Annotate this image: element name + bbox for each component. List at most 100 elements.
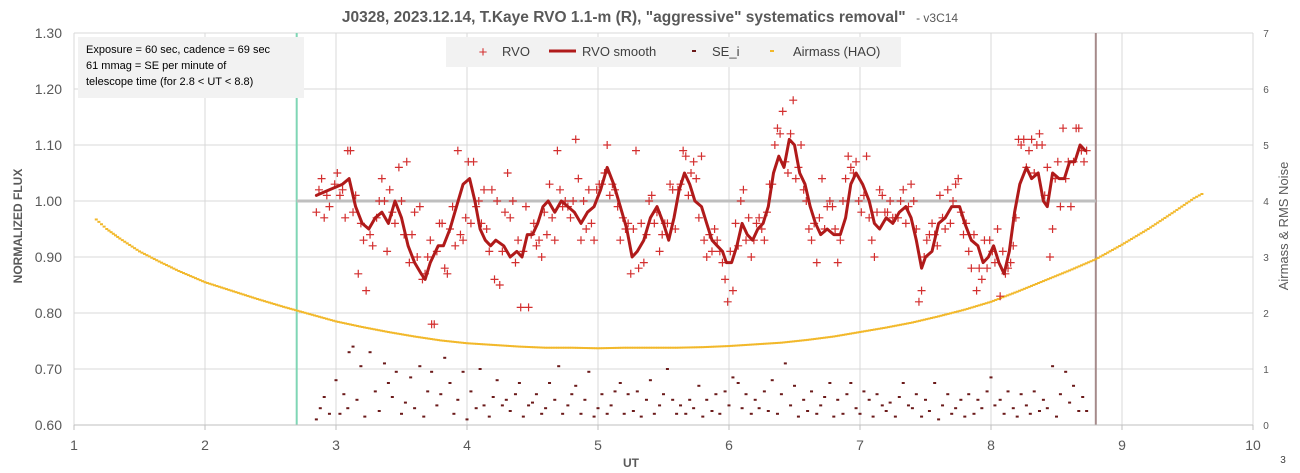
airmass-point [1110, 248, 1114, 251]
se-point [495, 379, 499, 382]
se-point [998, 398, 1002, 401]
rvo-point [385, 185, 394, 194]
airmass-point [1185, 202, 1189, 205]
airmass-point [1027, 285, 1031, 288]
rvo-point [394, 163, 403, 172]
se-point [639, 415, 643, 418]
airmass-point [1015, 290, 1019, 293]
airmass-point [517, 345, 521, 348]
se-point [753, 398, 757, 401]
rvo-point [791, 174, 800, 183]
se-point [1028, 412, 1032, 415]
airmass-point [660, 346, 664, 349]
airmass-point [798, 339, 802, 342]
airmass-point [856, 331, 860, 334]
airmass-point [296, 309, 300, 312]
airmass-point [313, 314, 317, 317]
rvo-point [721, 275, 730, 284]
rvo-point [666, 180, 675, 189]
airmass-point [270, 302, 274, 305]
rvo-point [964, 247, 973, 256]
se-point [318, 407, 322, 410]
rvo-point [878, 191, 887, 200]
airmass-point [420, 336, 424, 339]
se-point [553, 398, 557, 401]
airmass-point [639, 346, 643, 349]
airmass-point [360, 326, 364, 328]
airmass-point [102, 225, 106, 228]
airmass-point [882, 326, 886, 329]
airmass-point [782, 341, 786, 344]
airmass-point [818, 337, 822, 340]
rvo-point [333, 169, 342, 177]
airmass-point [891, 325, 895, 328]
rvo-point [977, 275, 986, 284]
rvo-point [959, 230, 968, 239]
rvo-point [535, 236, 544, 245]
airmass-point [663, 346, 667, 349]
airmass-point [441, 339, 445, 342]
airmass-point [372, 328, 376, 331]
legend-item-rvo-smooth: RVO smooth [549, 44, 656, 59]
airmass-point [813, 337, 817, 340]
se-point [875, 393, 879, 396]
airmass-point [963, 308, 967, 311]
airmass-point [465, 342, 469, 345]
rvo-point [694, 213, 703, 222]
rvo-point [1053, 157, 1062, 166]
rvo-point [320, 213, 329, 222]
airmass-point [634, 346, 638, 349]
airmass-point [918, 319, 922, 322]
se-point [548, 382, 552, 384]
airmass-point [460, 341, 464, 344]
y2-tick-label: 4 [1263, 197, 1269, 208]
se-point [322, 396, 326, 398]
airmass-point [1190, 198, 1194, 201]
airmass-point [222, 287, 226, 290]
rvo-point [590, 236, 599, 245]
y-tick-label: 1.20 [35, 81, 62, 97]
airmass-point [494, 344, 498, 347]
airmass-point [413, 335, 417, 338]
se-point [355, 398, 359, 401]
rvo-point [354, 269, 363, 278]
airmass-point [455, 341, 459, 344]
airmass-point [756, 343, 760, 346]
se-point [888, 401, 892, 404]
se-point [373, 390, 377, 393]
rvo-point [744, 213, 753, 222]
airmass-point [118, 237, 122, 240]
airmass-point [732, 344, 736, 347]
airmass-point [241, 293, 245, 296]
rvo-point [426, 236, 435, 245]
se-point [314, 418, 318, 421]
airmass-point [803, 339, 807, 342]
se-point [1055, 415, 1058, 418]
airmass-point [210, 283, 214, 286]
airmass-point [205, 281, 209, 284]
se-point [351, 345, 355, 348]
airmass-point [972, 305, 976, 308]
rvo-point [838, 197, 847, 205]
se-point [327, 412, 331, 415]
rvo-point [542, 230, 551, 239]
airmass-point [853, 331, 857, 334]
se-point [618, 382, 622, 384]
airmass-point [939, 314, 943, 317]
se-point [443, 356, 447, 359]
airmass-point [1153, 223, 1157, 226]
airmass-point [1087, 261, 1091, 264]
se-point [605, 412, 609, 415]
airmass-point [1006, 294, 1010, 297]
airmass-point [1046, 278, 1050, 281]
rvo-point [390, 219, 399, 228]
airmass-point [1118, 245, 1122, 248]
se-point [1032, 390, 1036, 393]
rvo-point [681, 152, 690, 161]
rvo-point [736, 197, 745, 205]
airmass-point [679, 346, 683, 349]
airmass-point [145, 254, 149, 257]
airmass-point [436, 339, 440, 342]
airmass-point [246, 294, 250, 297]
rvo-point [972, 286, 981, 295]
